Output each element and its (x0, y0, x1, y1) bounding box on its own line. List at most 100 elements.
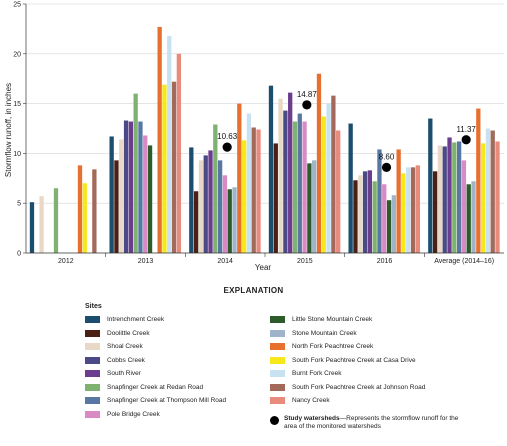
study-watershed-marker (222, 142, 232, 152)
y-axis-title: Stormflow runoff, in inches (4, 83, 13, 177)
legend-explanation: EXPLANATION Sites Intrenchment Creek Dool… (0, 276, 507, 446)
bar (198, 160, 204, 253)
legend-swatch (85, 410, 100, 418)
bar (213, 124, 218, 254)
bar (143, 135, 148, 253)
axes: 0 5 10 15 20 25 2012 2013 2014 2015 2016 Average (2… (13, 2, 504, 265)
bar (312, 160, 317, 253)
legend-label: South River (107, 370, 141, 377)
bar (386, 200, 392, 253)
study-watershed-value-label: 10.63 (217, 132, 238, 141)
legend-swatch (270, 343, 285, 350)
bar (77, 165, 83, 253)
bar (119, 139, 124, 253)
bar (297, 113, 302, 253)
bar (251, 127, 256, 253)
legend-swatch (85, 329, 100, 337)
study-watershed-value-label: 11.37 (456, 125, 476, 134)
bar (232, 187, 237, 253)
bar (128, 121, 133, 253)
bar (432, 171, 438, 253)
bar (29, 202, 35, 253)
bar (278, 98, 283, 254)
study-watershed-value-label: 8.60 (379, 152, 395, 161)
bar (256, 129, 261, 253)
bar (162, 84, 167, 254)
bar (406, 167, 411, 253)
y-tick-label: 0 (17, 251, 21, 258)
bar (377, 149, 382, 253)
legend-label: Intrenchment Creek (107, 316, 165, 323)
y-tick-label: 25 (13, 2, 21, 9)
bar (208, 150, 213, 253)
bar (171, 81, 177, 253)
legend-title: EXPLANATION (223, 286, 284, 295)
bar (353, 180, 358, 253)
bar (273, 143, 278, 253)
bar (442, 146, 447, 253)
legend-swatch (270, 370, 285, 377)
legend-label: Burnt Fork Creek (292, 370, 342, 377)
bar (268, 85, 274, 253)
bar (471, 181, 476, 253)
bar (133, 93, 138, 253)
bar (490, 130, 495, 253)
legend-label: South Fork Peachtree Creek at Casa Drive (292, 356, 416, 364)
bar (217, 160, 223, 253)
legend-label: Pole Bridge Creek (107, 410, 160, 418)
x-axis-title: Year (255, 263, 272, 272)
bar (452, 142, 457, 253)
bar (358, 175, 363, 253)
legend-swatch (85, 383, 100, 391)
legend-label: Snapfinger Creek at Redan Road (107, 383, 204, 391)
legend-label: North Fork Peachtree Creek (292, 343, 374, 350)
bar (415, 165, 420, 253)
legend-label: Little Stone Mountain Creek (292, 316, 373, 323)
bar (114, 160, 119, 253)
legend-label: Snapfinger Creek at Thompson Mill Road (107, 397, 227, 404)
bar (302, 121, 307, 253)
bar-series (29, 26, 500, 254)
x-tick-label: 2013 (138, 258, 154, 265)
bar (321, 116, 326, 253)
y-tick-label: 10 (13, 151, 21, 158)
bar (193, 191, 199, 253)
bar (326, 103, 331, 253)
bar (480, 143, 486, 253)
bar (456, 141, 462, 253)
bar (316, 73, 322, 253)
x-tick-label: Average (2014–16) (434, 258, 494, 265)
bar (466, 184, 471, 253)
bar (382, 184, 387, 253)
legend-sites-heading: Sites (85, 303, 102, 310)
bar (336, 130, 341, 253)
legend-swatch (85, 343, 100, 350)
bar (123, 120, 129, 253)
x-tick-label: 2012 (58, 258, 74, 265)
bar (203, 155, 208, 253)
bar (437, 145, 443, 253)
bar (167, 35, 172, 254)
legend-swatch (85, 356, 100, 364)
bar (362, 171, 368, 253)
legend-label: Doolittle Creek (107, 329, 150, 337)
study-watershed-value-label: 14.87 (297, 90, 318, 99)
bar (461, 160, 467, 253)
bar (237, 103, 242, 253)
bar (39, 196, 44, 253)
study-watershed-marker (381, 162, 392, 172)
study-watershed-dot-icon (270, 416, 279, 425)
bar (410, 167, 416, 253)
stormflow-bar-chart: 10.63 14.87 8.60 11.37 0 5 10 15 20 25 2012 2013 20… (4, 2, 504, 272)
bar (307, 163, 312, 253)
bar (147, 145, 153, 253)
study-watershed-markers: 10.63 14.87 8.60 11.37 (217, 90, 476, 172)
legend-swatch (270, 316, 285, 323)
bar (246, 113, 252, 253)
y-gridlines (26, 3, 504, 204)
legend-swatch (85, 316, 100, 323)
bar (138, 121, 143, 253)
bar (331, 95, 336, 253)
bar (348, 123, 353, 254)
study-watershed-marker (302, 100, 312, 110)
